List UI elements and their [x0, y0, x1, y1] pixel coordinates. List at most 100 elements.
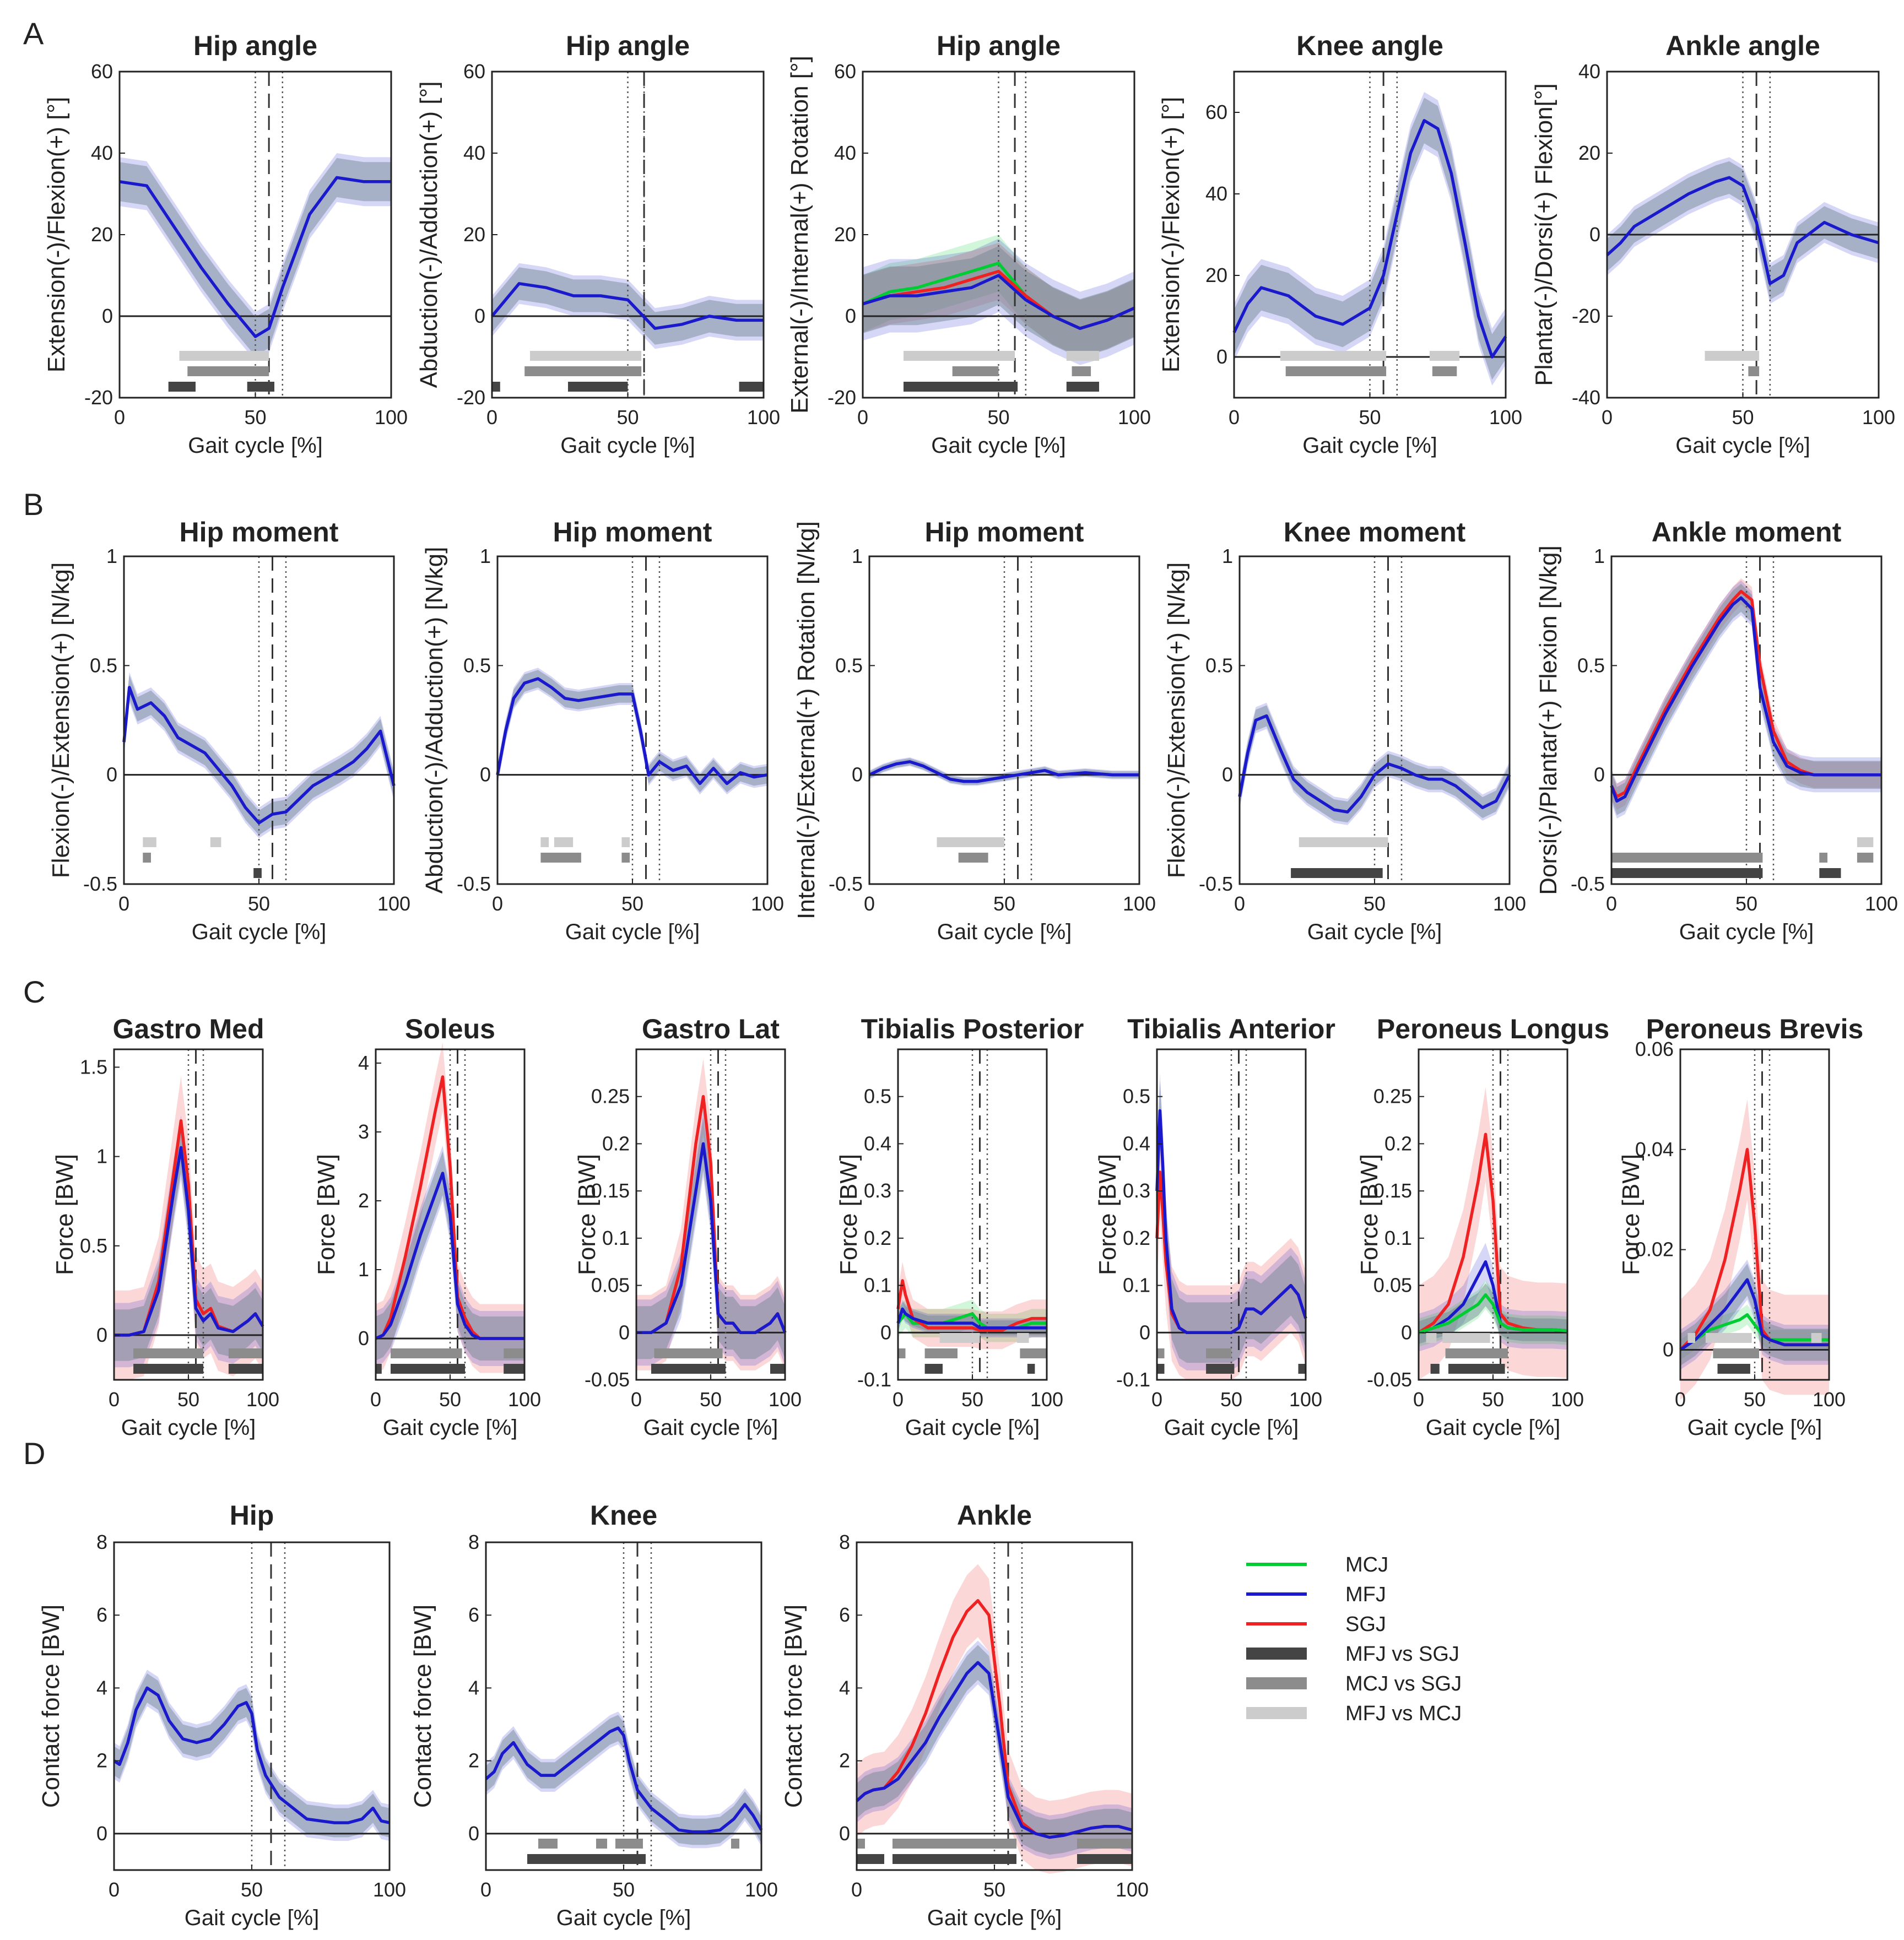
series-band [1234, 92, 1506, 386]
x-tick-label: 100 [747, 406, 780, 429]
y-tick-label: 40 [834, 142, 856, 164]
panel-title: Hip angle [937, 30, 1061, 61]
series-line-mcj [1679, 1313, 1829, 1351]
panel-title: Peroneus Longus [1377, 1014, 1609, 1044]
x-tick-label: 100 [1862, 406, 1895, 429]
x-axis-label: Gait cycle [%] [121, 1416, 256, 1440]
sig-bar [1442, 1333, 1490, 1343]
sig-bar [187, 366, 269, 376]
sig-bar [1298, 1364, 1306, 1374]
sig-bar [210, 837, 221, 847]
y-axis-label: Abduction(-)/Adduction(+) [N/kg] [421, 547, 448, 894]
y-tick-label: 20 [463, 223, 485, 246]
y-tick-label: 2 [358, 1189, 369, 1212]
x-tick-label: 50 [1220, 1388, 1242, 1411]
sig-bar [615, 1839, 643, 1849]
y-tick-label: 0.2 [1384, 1132, 1412, 1155]
x-tick-label: 100 [745, 1878, 778, 1901]
series-band [863, 239, 1134, 365]
y-tick-label: -20 [457, 386, 485, 409]
series-band [1680, 1259, 1829, 1370]
y-axis-label: Contact force [BW] [409, 1605, 436, 1808]
series-band [120, 153, 391, 361]
chart-panel: 0 50 100 0 2 4 6 8 Knee Gait cycle [%] Contact for… [409, 1500, 778, 1930]
x-tick-label: 50 [987, 406, 1009, 429]
x-tick-label: 0 [1234, 892, 1245, 915]
y-tick-label: 4 [468, 1676, 479, 1699]
row-d-label: D [23, 1436, 45, 1471]
legend-item: MCJ vs SGJ [1246, 1672, 1462, 1695]
sig-bar [904, 382, 1018, 392]
x-tick-label: 100 [1489, 406, 1522, 429]
x-axis-label: Gait cycle [%] [556, 1906, 691, 1930]
x-tick-label: 0 [631, 1388, 642, 1411]
series-line-mfj [862, 274, 1135, 330]
x-tick-label: 0 [114, 406, 125, 429]
chart-panel: 0 50 100 -40 -20 0 20 40 Ankle angle Gait cycle [… [1530, 30, 1895, 458]
y-tick-label: 0 [474, 305, 485, 327]
sig-bar [1027, 1364, 1035, 1374]
legend-label: MFJ vs SGJ [1345, 1643, 1459, 1666]
sig-bar [1206, 1348, 1231, 1358]
y-tick-label: 6 [96, 1603, 107, 1626]
y-tick-label: 1 [852, 545, 863, 567]
x-tick-label: 0 [1229, 406, 1240, 429]
sig-bar [1687, 1333, 1695, 1343]
y-axis-label: Force [BW] [1094, 1154, 1121, 1275]
legend-swatch-bar [1246, 1677, 1307, 1689]
y-tick-label: 0 [1589, 223, 1600, 246]
sig-bar [1066, 382, 1099, 392]
x-axis-label: Gait cycle [%] [565, 920, 700, 944]
y-tick-label: -40 [1572, 386, 1600, 409]
y-tick-label: 0 [468, 1822, 479, 1845]
sig-bar [1072, 366, 1091, 376]
x-axis-label: Gait cycle [%] [643, 1416, 778, 1440]
y-tick-label: 0.2 [602, 1132, 630, 1155]
sig-bar [554, 837, 574, 847]
y-tick-label: 40 [1205, 182, 1227, 205]
x-tick-label: 50 [1732, 406, 1754, 429]
x-tick-label: 100 [375, 406, 408, 429]
panel-title: Gastro Med [112, 1014, 264, 1044]
y-axis-label: Plantar(-)/Dorsi(+) Flexion[°] [1530, 83, 1557, 386]
y-tick-label: 0.4 [864, 1132, 891, 1155]
sig-bar [492, 382, 500, 392]
x-axis-label: Gait cycle [%] [383, 1416, 518, 1440]
y-tick-label: 1 [358, 1258, 369, 1281]
y-tick-label: -0.05 [585, 1368, 630, 1391]
y-tick-label: 0 [480, 763, 491, 786]
x-tick-label: 0 [109, 1878, 120, 1901]
y-axis-label: Flexion(-)/Extension(+) [N/kg] [47, 562, 74, 878]
y-tick-label: 0.1 [1384, 1227, 1412, 1249]
row-label-c: C [23, 974, 45, 1009]
series-band [863, 235, 1134, 357]
x-tick-label: 0 [1413, 1388, 1424, 1411]
sig-bar [568, 382, 628, 392]
sig-bar [1077, 1839, 1132, 1849]
y-tick-label: 0 [1594, 763, 1605, 786]
y-tick-label: 4 [358, 1052, 369, 1074]
y-tick-label: 40 [463, 142, 485, 164]
x-tick-label: 0 [486, 406, 497, 429]
x-tick-label: 0 [857, 406, 868, 429]
y-tick-label: 0.5 [835, 654, 863, 676]
row-b-label: B [23, 487, 44, 522]
y-tick-label: 8 [839, 1531, 850, 1553]
series-band [1157, 1072, 1306, 1370]
sig-bar [857, 1854, 884, 1864]
sig-bar [1857, 837, 1874, 847]
sig-bar [770, 1364, 785, 1374]
y-tick-label: -20 [827, 386, 856, 409]
x-tick-label: 0 [109, 1388, 120, 1411]
sig-bar [391, 1348, 462, 1358]
y-tick-label: 0.25 [1373, 1085, 1412, 1108]
x-tick-label: 0 [1602, 406, 1613, 429]
legend-item: MFJ vs MCJ [1246, 1702, 1462, 1725]
sig-bar [892, 1839, 1016, 1849]
sig-bar [253, 868, 262, 878]
y-tick-label: 0.1 [1123, 1274, 1150, 1297]
x-tick-label: 50 [1735, 892, 1757, 915]
